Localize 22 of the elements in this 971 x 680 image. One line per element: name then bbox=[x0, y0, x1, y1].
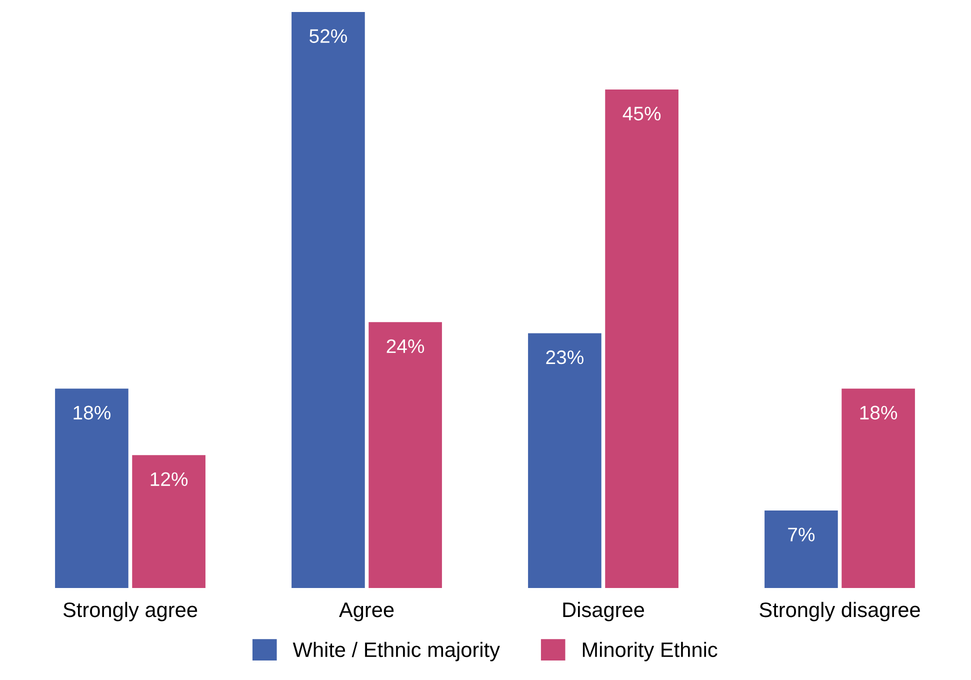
bar bbox=[132, 455, 206, 588]
data-label: 23% bbox=[546, 350, 584, 364]
data-label: 12% bbox=[150, 472, 188, 486]
bar bbox=[55, 388, 128, 588]
data-label: 52% bbox=[310, 29, 347, 43]
bar bbox=[368, 322, 442, 588]
bar bbox=[764, 510, 838, 588]
x-tick-label: Strongly agree bbox=[63, 602, 198, 622]
data-label: 45% bbox=[622, 106, 661, 120]
bar bbox=[842, 388, 915, 588]
legend-label: White / Ethnic majority bbox=[292, 642, 500, 662]
bar bbox=[605, 90, 678, 588]
data-label: 18% bbox=[74, 406, 110, 420]
x-tick-label: Agree bbox=[339, 602, 394, 622]
legend-label: Minority Ethnic bbox=[582, 642, 718, 662]
x-tick-label: Strongly disagree bbox=[760, 602, 920, 622]
bar bbox=[528, 333, 602, 588]
bar bbox=[292, 12, 365, 588]
data-label: 7% bbox=[788, 528, 815, 542]
x-tick-label: Disagree bbox=[563, 602, 644, 622]
data-label: 24% bbox=[386, 339, 424, 354]
data-label: 18% bbox=[860, 406, 898, 420]
